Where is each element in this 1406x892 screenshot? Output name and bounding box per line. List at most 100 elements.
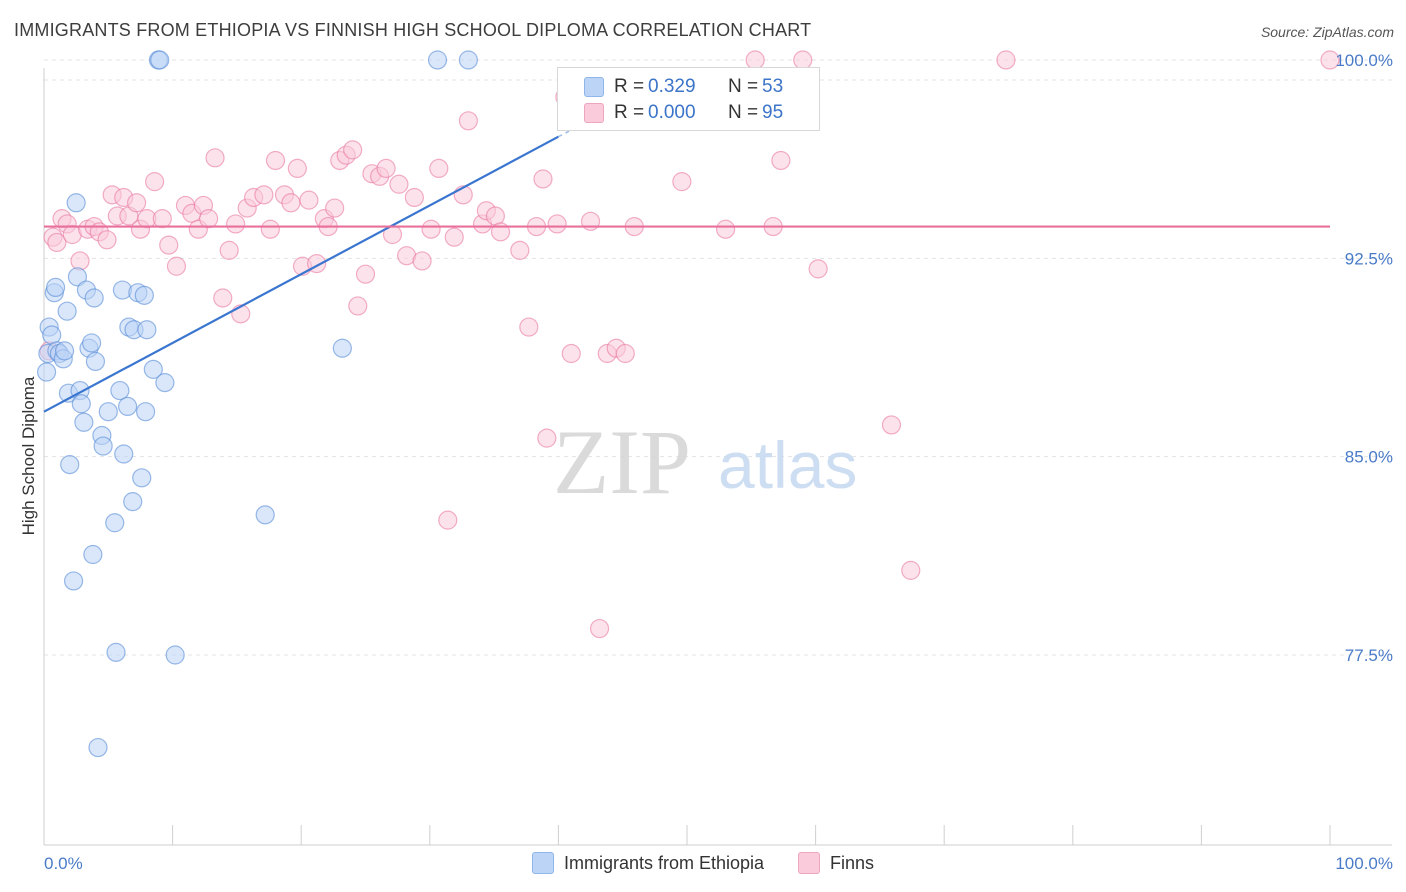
finns-point (355, 264, 376, 284)
ethiopia-point (132, 468, 152, 488)
finns-point (519, 317, 539, 337)
ethiopia-point (45, 277, 66, 298)
ethiopia-point (67, 267, 88, 287)
ethiopia-point (85, 351, 106, 372)
finns-point (510, 240, 530, 260)
finns-point (881, 415, 902, 435)
x-tick-label: 100.0% (1335, 854, 1393, 873)
ethiopia-point (71, 394, 91, 414)
finns-point (70, 251, 90, 271)
legend-label-ethiopia: Immigrants from Ethiopia (563, 852, 765, 873)
ethiopia-point (114, 444, 134, 464)
y-tick-label: 100.0% (1335, 51, 1393, 70)
legend-swatch-ethiopia (584, 77, 604, 97)
finns-point (265, 150, 286, 171)
ethiopia-point (98, 402, 118, 422)
finns-point (561, 343, 581, 364)
finns-point (159, 235, 179, 255)
ethiopia-point (255, 505, 275, 525)
legend-r-value: 0.000 (648, 102, 696, 123)
watermark-atlas: atlas (718, 428, 857, 502)
ethiopia-trend-line (43, 135, 559, 413)
legend-row-ethiopia: R = 0.329 N = 53 (584, 74, 783, 100)
chart-title: IMMIGRANTS FROM ETHIOPIA VS FINNISH HIGH… (14, 20, 812, 40)
legend-row-finns: R = 0.000 N = 95 (584, 100, 783, 126)
finns-point (715, 219, 736, 239)
finns-point (152, 209, 172, 229)
legend-item-ethiopia: Immigrants from Ethiopia (531, 852, 765, 874)
legend-r-label: R = (614, 102, 645, 123)
finns-point (260, 219, 280, 239)
ethiopia-point (165, 645, 185, 665)
finns-point (144, 172, 165, 192)
finns-point (672, 172, 692, 192)
finns-point (325, 198, 345, 218)
ethiopia-point (106, 642, 126, 662)
finns-point (389, 174, 409, 194)
ethiopia-point (84, 288, 104, 308)
ethiopia-point (93, 436, 113, 456)
legend-r-value: 0.329 (648, 76, 696, 97)
legend-swatch-finns (798, 852, 821, 874)
legend-n-label: N = (728, 102, 759, 123)
ethiopia-point (332, 338, 352, 358)
legend-n-label: N = (728, 76, 759, 97)
ethiopia-point (150, 50, 170, 70)
y-tick-label: 77.5% (1345, 646, 1393, 665)
trend-lines (43, 109, 1330, 413)
finns-point (343, 140, 363, 160)
legend-swatch-finns (584, 103, 604, 123)
finns-point (996, 50, 1016, 70)
finns-point (287, 158, 307, 179)
series-legend: Immigrants from Ethiopia Finns (0, 852, 1406, 874)
finns-point (537, 428, 557, 448)
finns-point (205, 148, 225, 168)
finns-point (219, 240, 239, 260)
y-tick-label: 85.0% (1345, 448, 1393, 467)
ethiopia-point (66, 193, 86, 213)
correlation-legend: R = 0.329 N = 53 R = 0.000 N = 95 (557, 67, 820, 131)
legend-swatch-ethiopia (531, 852, 554, 874)
finns-point (281, 193, 301, 213)
ethiopia-point (110, 380, 130, 401)
legend-n-value: 53 (762, 76, 784, 97)
ethiopia-point (123, 492, 143, 512)
finns-point (771, 150, 791, 171)
y-tick-label: 92.5% (1345, 249, 1393, 268)
finns-point (589, 618, 610, 639)
ethiopia-point (36, 362, 57, 382)
ethiopia-point (458, 50, 478, 70)
ethiopia-point (81, 333, 102, 353)
ethiopia-point (74, 412, 94, 432)
ethiopia-point (155, 373, 175, 393)
legend-item-finns: Finns (798, 852, 874, 874)
finns-point (1320, 50, 1340, 70)
finns-point (226, 214, 246, 234)
finns-point (376, 158, 396, 179)
watermark-zip: ZIP (553, 411, 691, 513)
finns-point (421, 219, 441, 239)
finns-point (299, 190, 319, 210)
ethiopia-point (88, 737, 108, 758)
finns-point (901, 560, 921, 580)
ethiopia-point (117, 396, 138, 417)
finns-point (126, 193, 147, 213)
ethiopia-point (63, 571, 84, 591)
y-axis-label: High School Diploma (19, 376, 38, 535)
finns-point (199, 209, 219, 229)
ethiopia-point (427, 50, 448, 70)
ethiopia-point (143, 359, 163, 379)
finns-point (429, 158, 449, 179)
finns-point (547, 214, 567, 234)
finns-point (166, 256, 187, 276)
ethiopia-point (134, 285, 154, 305)
finns-point (615, 343, 635, 364)
finns-point (808, 259, 828, 279)
source-label: Source: ZipAtlas.com (1260, 24, 1394, 40)
x-tick-label: 0.0% (44, 854, 83, 873)
ethiopia-point (83, 544, 103, 565)
finns-point (254, 185, 274, 205)
finns-point (213, 288, 233, 308)
legend-n-value: 95 (762, 102, 784, 123)
